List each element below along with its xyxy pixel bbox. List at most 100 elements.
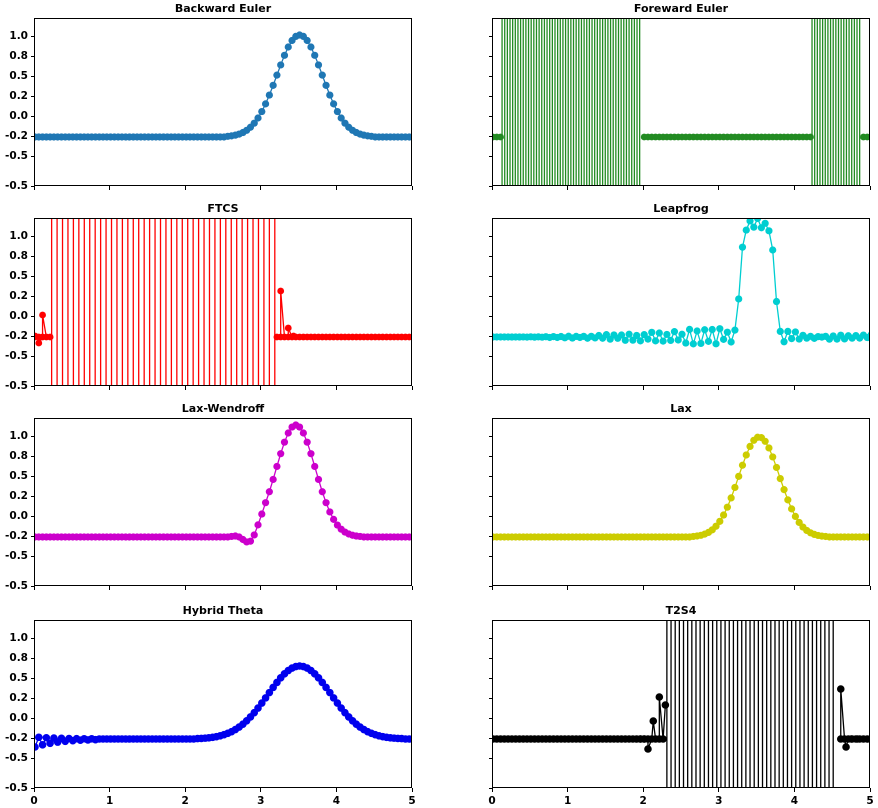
y-tick-label: 1.0 <box>9 632 28 644</box>
x-tick-label: 3 <box>715 795 723 807</box>
instability-spikes <box>50 219 276 385</box>
y-tick-label: 0.2 <box>9 692 28 704</box>
y-tick-label: 0.0 <box>9 110 28 122</box>
series-leapfrog <box>493 219 869 348</box>
series-ftcs <box>35 219 411 385</box>
y-tick-label: 0.2 <box>9 490 28 502</box>
subplot-title: T2S4 <box>665 604 697 617</box>
x-tick-mark <box>567 586 569 590</box>
x-tick-mark <box>411 186 413 190</box>
subplot-title: Leapfrog <box>653 202 709 215</box>
x-tick-mark <box>335 788 337 792</box>
x-tick-mark <box>33 586 35 590</box>
x-tick-mark <box>335 386 337 390</box>
series-line <box>493 219 869 347</box>
x-tick-label: 2 <box>639 795 647 807</box>
x-tick-mark <box>184 788 186 792</box>
y-tick-mark <box>30 475 34 477</box>
x-tick-mark <box>491 386 493 390</box>
x-tick-mark <box>411 788 413 792</box>
y-tick-mark <box>30 737 34 739</box>
y-tick-mark <box>488 717 492 719</box>
x-tick-mark <box>567 186 569 190</box>
x-tick-mark <box>411 586 413 590</box>
y-tick-mark <box>30 315 34 317</box>
y-tick-mark <box>30 515 34 517</box>
x-tick-label: 0 <box>30 795 38 807</box>
y-tick-mark <box>488 475 492 477</box>
x-tick-mark <box>260 186 262 190</box>
y-tick-label: -0.5 <box>5 150 28 162</box>
x-tick-label: 5 <box>866 795 874 807</box>
y-tick-label: 0.5 <box>9 270 28 282</box>
subplot-ftcs: FTCS 1.0 0.8 0.5 0.2 0.0 -0.2 -0.5 -0.5 <box>5 202 413 391</box>
y-tick-mark <box>30 787 34 789</box>
y-tick-mark <box>30 697 34 699</box>
y-tick-mark <box>488 235 492 237</box>
series-line <box>35 34 411 138</box>
y-tick-mark <box>488 315 492 317</box>
x-tick-label: 1 <box>105 795 114 807</box>
x-tick-mark <box>411 386 413 390</box>
x-tick-mark <box>33 788 35 792</box>
y-tick-label: 1.0 <box>9 30 28 42</box>
y-tick-mark <box>488 35 492 37</box>
x-tick-mark <box>260 586 262 590</box>
y-tick-label: 0.5 <box>9 672 28 684</box>
y-tick-mark <box>30 535 34 537</box>
y-tick-mark <box>488 677 492 679</box>
x-tick-mark <box>642 386 644 390</box>
y-tick-mark <box>30 657 34 659</box>
y-tick-mark <box>30 35 34 37</box>
y-tick-mark <box>30 495 34 497</box>
subplot-title: Hybrid Theta <box>182 604 264 617</box>
series-markers <box>493 685 869 753</box>
y-tick-mark <box>488 515 492 517</box>
y-tick-mark <box>488 657 492 659</box>
x-tick-mark <box>642 788 644 792</box>
x-tick-mark <box>335 586 337 590</box>
x-tick-mark <box>718 586 720 590</box>
x-tick-mark <box>793 586 795 590</box>
y-tick-mark <box>30 75 34 77</box>
plot-area <box>492 418 870 586</box>
subplot-foreward-euler: Foreward Euler <box>488 2 871 190</box>
plot-area <box>34 620 412 788</box>
y-tick-mark <box>488 185 492 187</box>
y-tick-mark <box>30 435 34 437</box>
y-tick-label: 0.0 <box>9 510 28 522</box>
y-tick-label: -0.2 <box>5 732 28 744</box>
y-tick-mark <box>488 275 492 277</box>
series-markers <box>35 31 411 141</box>
y-tick-mark <box>488 435 492 437</box>
instability-spikes <box>501 19 861 185</box>
y-tick-mark <box>30 295 34 297</box>
series-markers <box>493 433 869 541</box>
x-tick-mark <box>184 586 186 590</box>
y-tick-mark <box>30 757 34 759</box>
y-tick-mark <box>488 135 492 137</box>
y-tick-mark <box>30 275 34 277</box>
y-tick-mark <box>488 355 492 357</box>
x-tick-mark <box>718 386 720 390</box>
y-tick-mark <box>488 737 492 739</box>
plot-area <box>34 418 412 586</box>
x-tick-mark <box>642 586 644 590</box>
subplot-leapfrog: Leapfrog <box>488 202 871 390</box>
y-tick-mark <box>30 185 34 187</box>
subplot-title: FTCS <box>207 202 239 215</box>
x-tick-label: 4 <box>790 795 799 807</box>
plot-area <box>34 218 412 386</box>
y-tick-mark <box>30 335 34 337</box>
x-tick-mark <box>184 186 186 190</box>
plot-area <box>34 18 412 186</box>
y-tick-mark <box>488 95 492 97</box>
y-tick-mark <box>488 757 492 759</box>
y-tick-mark <box>30 155 34 157</box>
y-tick-mark <box>30 115 34 117</box>
y-tick-label: 1.0 <box>9 230 28 242</box>
x-tick-mark <box>491 186 493 190</box>
x-tick-mark <box>793 788 795 792</box>
y-tick-mark <box>30 455 34 457</box>
y-tick-mark <box>488 455 492 457</box>
